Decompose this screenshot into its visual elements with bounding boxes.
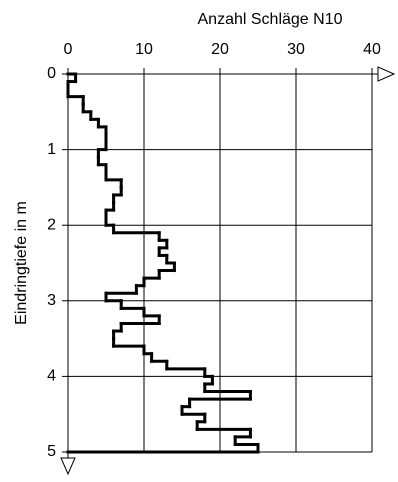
y-tick-label: 5 — [47, 443, 56, 460]
x-tick-label: 10 — [135, 41, 153, 58]
y-tick-label: 0 — [47, 65, 56, 82]
x-tick-label: 20 — [211, 41, 229, 58]
x-axis-arrow — [377, 66, 396, 82]
y-axis-arrow — [60, 457, 76, 476]
y-tick-label: 1 — [47, 141, 56, 158]
y-tick-label: 4 — [47, 368, 56, 385]
x-tick-label: 40 — [363, 41, 381, 58]
y-tick-label: 3 — [47, 292, 56, 309]
x-axis-label: Anzahl Schläge N10 — [198, 11, 343, 28]
x-tick-label: 0 — [64, 41, 73, 58]
x-tick-label: 30 — [287, 41, 305, 58]
y-tick-label: 2 — [47, 216, 56, 233]
y-axis-label: Eindringtiefe in m — [13, 201, 30, 325]
